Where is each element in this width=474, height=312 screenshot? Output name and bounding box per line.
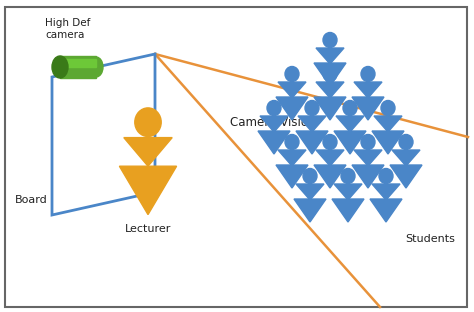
Polygon shape — [354, 82, 382, 98]
Polygon shape — [124, 138, 172, 166]
Ellipse shape — [323, 134, 337, 149]
Polygon shape — [278, 150, 306, 166]
Text: Camera Vision: Camera Vision — [230, 115, 316, 129]
Ellipse shape — [381, 100, 395, 115]
Polygon shape — [392, 150, 420, 166]
Polygon shape — [296, 184, 324, 200]
Polygon shape — [372, 184, 400, 200]
Polygon shape — [316, 82, 344, 98]
Text: Students: Students — [405, 234, 455, 244]
Ellipse shape — [323, 32, 337, 47]
Polygon shape — [119, 166, 177, 215]
Ellipse shape — [305, 100, 319, 115]
Ellipse shape — [361, 134, 375, 149]
Polygon shape — [372, 131, 404, 154]
Polygon shape — [332, 199, 364, 222]
Polygon shape — [314, 97, 346, 120]
Polygon shape — [298, 116, 326, 132]
Polygon shape — [334, 131, 366, 154]
Text: Board: Board — [15, 195, 48, 205]
Ellipse shape — [135, 108, 161, 137]
Polygon shape — [276, 165, 308, 188]
Polygon shape — [336, 116, 364, 132]
Ellipse shape — [285, 66, 299, 81]
Polygon shape — [276, 97, 308, 120]
Ellipse shape — [285, 134, 299, 149]
Ellipse shape — [343, 100, 357, 115]
Ellipse shape — [89, 57, 103, 77]
Text: Lecturer: Lecturer — [125, 224, 171, 234]
Polygon shape — [334, 184, 362, 200]
Polygon shape — [352, 97, 384, 120]
Ellipse shape — [361, 66, 375, 81]
Ellipse shape — [323, 66, 337, 81]
Polygon shape — [260, 116, 288, 132]
Polygon shape — [390, 165, 422, 188]
Text: High Def
camera: High Def camera — [45, 18, 91, 40]
Polygon shape — [258, 131, 290, 154]
Ellipse shape — [52, 56, 68, 78]
Ellipse shape — [379, 168, 393, 183]
Polygon shape — [374, 116, 402, 132]
Polygon shape — [278, 82, 306, 98]
Polygon shape — [316, 48, 344, 64]
Polygon shape — [316, 150, 344, 166]
Polygon shape — [352, 165, 384, 188]
Polygon shape — [370, 199, 402, 222]
Polygon shape — [314, 63, 346, 86]
Polygon shape — [296, 131, 328, 154]
Polygon shape — [314, 165, 346, 188]
Ellipse shape — [341, 168, 355, 183]
Polygon shape — [294, 199, 326, 222]
FancyBboxPatch shape — [60, 56, 96, 78]
Ellipse shape — [267, 100, 281, 115]
FancyBboxPatch shape — [60, 59, 96, 67]
Ellipse shape — [303, 168, 317, 183]
Ellipse shape — [399, 134, 413, 149]
Polygon shape — [354, 150, 382, 166]
